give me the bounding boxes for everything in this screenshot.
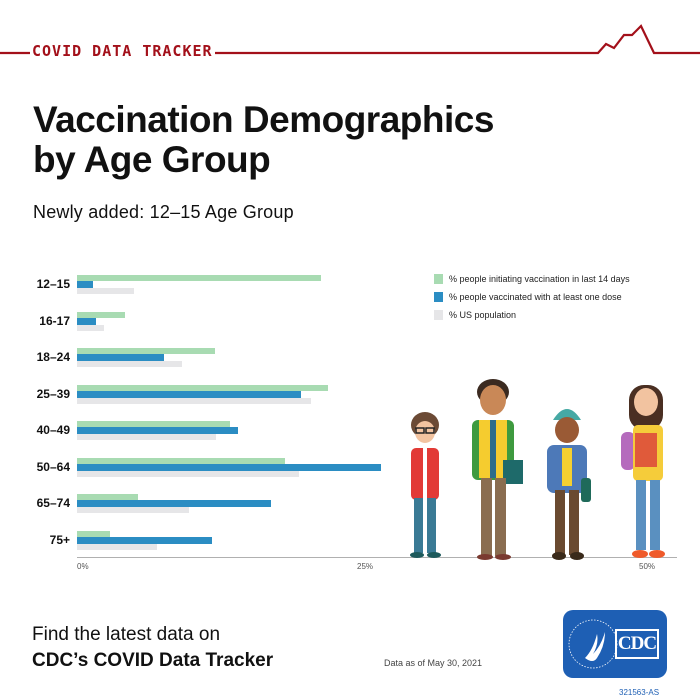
bar-green [77, 384, 329, 391]
legend-swatch-green [434, 274, 443, 284]
footer-cta-line-1: Find the latest data on [32, 624, 221, 645]
bar-blue [77, 354, 164, 361]
age-group-label: 75+ [49, 532, 70, 547]
bar-green [77, 530, 111, 537]
person-beanie-blue-jacket-icon [547, 409, 591, 560]
legend-item-population: % US population [434, 306, 630, 324]
bar-green [77, 311, 125, 318]
age-group-label: 25–39 [36, 386, 70, 401]
hhs-eagle-icon [568, 619, 618, 669]
legend-item-one-dose: % people vaccinated with at least one do… [434, 288, 630, 306]
cdc-logo-text: CDC [615, 629, 659, 659]
bar-green [77, 494, 138, 500]
age-group-label: 65–74 [36, 496, 70, 510]
subtitle: Newly added: 12–15 Age Group [33, 202, 294, 222]
bar-blue [77, 317, 97, 325]
x-tick-0: 0% [77, 562, 89, 571]
document-code: 321563-AS [619, 688, 660, 697]
header-sparkline-line [0, 24, 700, 55]
legend-label: % people vaccinated with at least one do… [449, 292, 622, 302]
data-as-of-date: Data as of May 30, 2021 [384, 658, 483, 668]
age-group-label: 50–64 [36, 459, 70, 474]
legend-item-initiating: % people initiating vaccination in last … [434, 270, 630, 288]
bar-blue [77, 463, 381, 471]
x-tick-25: 25% [357, 562, 374, 571]
bar-blue [77, 500, 272, 507]
bar-blue [77, 390, 301, 398]
bar-grey [77, 361, 183, 367]
person-green-yellow-jacket-icon [472, 379, 523, 560]
bar-grey [77, 397, 312, 404]
age-group-label: 40–49 [36, 423, 70, 437]
legend-label: % US population [449, 310, 517, 320]
x-axis-line [77, 557, 677, 558]
age-group-label: 12–15 [36, 277, 70, 291]
legend-label: % people initiating vaccination in last … [449, 274, 630, 284]
bar-grey [77, 288, 135, 294]
age-group-label: 16-17 [39, 313, 70, 328]
legend-swatch-grey [434, 310, 443, 320]
people-illustration [410, 379, 665, 560]
bar-green [77, 348, 216, 354]
person-girl-books-icon [621, 385, 665, 558]
bar-grey [77, 507, 189, 513]
bar-green [77, 457, 285, 464]
bar-green [77, 275, 322, 281]
title-line-2: by Age Group [33, 139, 271, 180]
footer-cta-line-2[interactable]: CDC’s COVID Data Tracker [32, 650, 274, 671]
title-line-1: Vaccination Demographics [33, 99, 494, 140]
age-group-label: 18–24 [36, 350, 70, 364]
chart-legend: % people initiating vaccination in last … [434, 270, 630, 324]
bar-blue [77, 427, 239, 434]
person-glasses-red-jacket-icon [410, 412, 441, 558]
bar-grey [77, 324, 105, 331]
bar-grey [77, 434, 217, 440]
header-title: COVID DATA TRACKER [30, 42, 215, 60]
bar-grey [77, 543, 157, 550]
bar-grey [77, 470, 299, 477]
x-tick-50: 50% [639, 562, 656, 571]
page-title: Vaccination Demographics by Age Group [33, 100, 494, 180]
bar-green [77, 421, 231, 427]
legend-swatch-blue [434, 292, 443, 302]
bar-blue [77, 536, 212, 544]
bar-blue [77, 281, 93, 288]
cdc-logo: CDC [563, 610, 667, 678]
